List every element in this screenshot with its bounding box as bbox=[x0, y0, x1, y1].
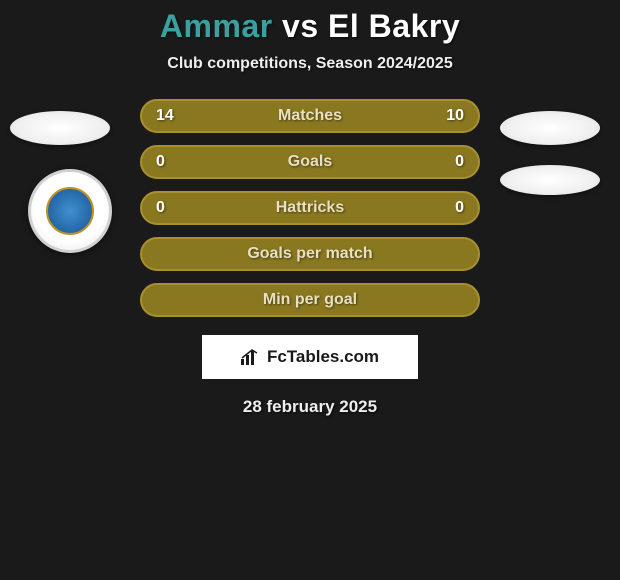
stat-label: Matches bbox=[184, 107, 436, 125]
stat-row-min-per-goal: Min per goal bbox=[140, 283, 480, 317]
stat-right-value: 10 bbox=[436, 107, 464, 125]
branding-text: FcTables.com bbox=[267, 347, 379, 367]
stat-row-goals: 0 Goals 0 bbox=[140, 145, 480, 179]
stat-left-value: 0 bbox=[156, 153, 184, 171]
stats-area: 14 Matches 10 0 Goals 0 0 Hattricks 0 Go… bbox=[0, 99, 620, 417]
title-vs: vs bbox=[282, 8, 319, 44]
stat-row-matches: 14 Matches 10 bbox=[140, 99, 480, 133]
stat-label: Goals per match bbox=[184, 245, 436, 263]
stat-label: Hattricks bbox=[184, 199, 436, 217]
stat-right-value: 0 bbox=[436, 153, 464, 171]
stat-right-value: 0 bbox=[436, 199, 464, 217]
comparison-card: Ammar vs El Bakry Club competitions, Sea… bbox=[0, 0, 620, 417]
stat-left-value: 0 bbox=[156, 199, 184, 217]
stat-left-value: 14 bbox=[156, 107, 184, 125]
club-logo-icon bbox=[28, 169, 112, 253]
bars-icon bbox=[241, 349, 261, 365]
player2-badge2-icon bbox=[500, 165, 600, 195]
player1-badge-icon bbox=[10, 111, 110, 145]
stat-row-goals-per-match: Goals per match bbox=[140, 237, 480, 271]
stat-label: Min per goal bbox=[184, 291, 436, 309]
player2-badge-icon bbox=[500, 111, 600, 145]
page-title: Ammar vs El Bakry bbox=[0, 8, 620, 45]
stat-rows: 14 Matches 10 0 Goals 0 0 Hattricks 0 Go… bbox=[140, 99, 480, 317]
stat-row-hattricks: 0 Hattricks 0 bbox=[140, 191, 480, 225]
club-logo-inner-icon bbox=[46, 187, 94, 235]
date-text: 28 february 2025 bbox=[0, 397, 620, 417]
title-player1: Ammar bbox=[160, 8, 273, 44]
title-player2: El Bakry bbox=[328, 8, 460, 44]
subtitle: Club competitions, Season 2024/2025 bbox=[0, 55, 620, 73]
branding-box[interactable]: FcTables.com bbox=[202, 335, 418, 379]
stat-label: Goals bbox=[184, 153, 436, 171]
